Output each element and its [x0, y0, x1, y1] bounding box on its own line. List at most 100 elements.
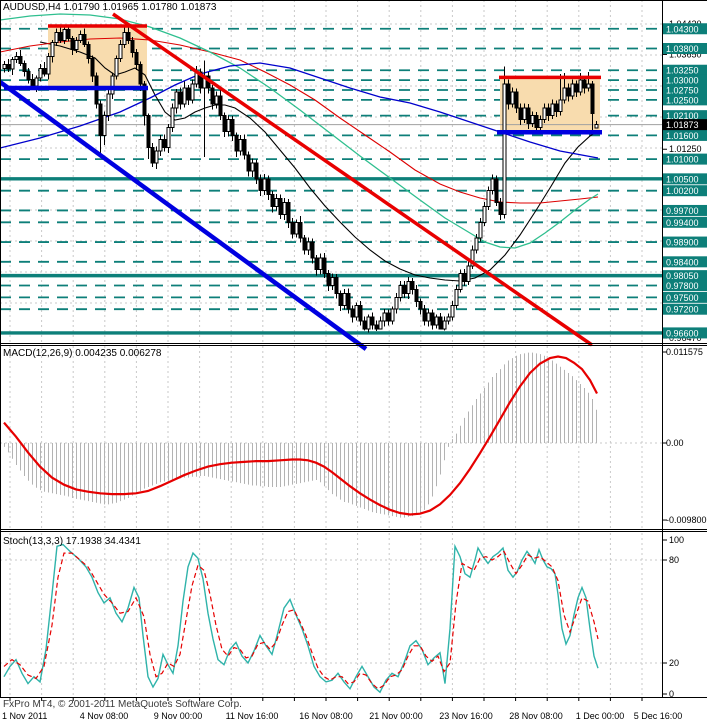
price-level-badge — [663, 64, 707, 76]
candle-bull — [486, 190, 491, 208]
price-level-badge-text: 0.98900 — [666, 238, 699, 248]
candle-bear — [494, 178, 499, 204]
candle-bull — [102, 115, 107, 136]
macd-tick-label: -0.009800 — [666, 515, 707, 525]
candle-bear — [430, 312, 435, 326]
candle-bear — [574, 83, 579, 93]
time-axis-label: 21 Nov 00:00 — [369, 711, 423, 721]
red-trendline — [112, 12, 593, 347]
candle-bull — [570, 83, 575, 97]
candle-bull — [10, 59, 15, 70]
candle-bear — [90, 57, 95, 77]
candle-bear — [270, 194, 275, 208]
price-level-badge-text: 1.01600 — [666, 131, 699, 141]
price-level-badge-text: 1.02100 — [666, 111, 699, 121]
candle-bear — [346, 292, 351, 310]
candle-bull — [122, 32, 127, 46]
time-axis-label: 4 Nov 08:00 — [80, 711, 129, 721]
candle-bull — [318, 257, 323, 271]
candle-bear — [18, 55, 23, 65]
candle-bull — [446, 316, 451, 322]
candle-bull — [158, 138, 163, 152]
candle-bull — [154, 150, 159, 164]
time-axis-label: 5 Dec 16:00 — [634, 711, 683, 721]
candle-bull — [250, 162, 255, 172]
candle-bear — [526, 107, 531, 125]
candle-bull — [110, 75, 115, 95]
price-level-badge — [663, 110, 707, 122]
chart-title-ohlc: AUDUSD,H4 1.01790 1.01965 1.01780 1.0187… — [3, 2, 217, 13]
candle-bull — [114, 57, 119, 77]
time-axis-label: 28 Nov 08:00 — [509, 711, 563, 721]
stoch-axis[interactable]: 100 80 20 0 — [663, 535, 684, 699]
candle-bull — [550, 103, 555, 117]
price-axis[interactable]: 1.044201.036501.012500.964701.043001.038… — [663, 19, 707, 343]
candle-bull — [106, 93, 111, 117]
candle-bear — [246, 154, 251, 172]
time-axis[interactable]: 1 Nov 2011 4 Nov 08:00 9 Nov 00:00 11 Nov 1… — [2, 698, 682, 721]
candle-bear — [438, 316, 443, 330]
price-level-badge — [663, 204, 707, 216]
candle-bull — [530, 115, 535, 125]
candle-bull — [542, 107, 547, 121]
candle-bear — [82, 34, 87, 46]
price-level-badge-text: 0.97500 — [666, 293, 699, 303]
candle-bear — [506, 83, 511, 105]
macd-tick-label: 0.011575 — [666, 347, 703, 357]
stoch-indicator-label: Stoch(13,3,3) 17.1938 34.4341 — [3, 536, 141, 547]
price-level-badge-text: 1.03250 — [666, 66, 699, 76]
candle-bear — [286, 202, 291, 223]
candle-bear — [98, 103, 103, 136]
price-level-badge-text: 1.00200 — [666, 186, 699, 196]
candle-bull — [46, 55, 51, 75]
candle-bear — [186, 87, 191, 101]
candle-bull — [378, 320, 383, 330]
candle-bull — [454, 288, 459, 306]
candle-bear — [178, 91, 183, 105]
macd-axis[interactable]: 0.011575 0.00 -0.009800 — [663, 347, 707, 525]
candle-bull — [214, 95, 219, 105]
time-axis-label: 23 Nov 16:00 — [439, 711, 493, 721]
candle-bull — [354, 304, 359, 318]
candle-bull — [478, 221, 483, 239]
price-tick-label: 1.01250 — [669, 144, 702, 154]
candle-bear — [146, 115, 151, 148]
candle-bear — [6, 63, 11, 70]
candle-bear — [258, 178, 263, 192]
price-level-badge-text: 0.97200 — [666, 305, 699, 315]
candle-bear — [498, 202, 503, 215]
price-level-badge-text: 1.02750 — [666, 85, 699, 95]
price-level-badge — [663, 216, 707, 228]
trend-objects — [0, 12, 602, 351]
stoch-k-line — [3, 543, 599, 694]
price-level-badge-text: 0.98050 — [666, 271, 699, 281]
candle-bull — [226, 119, 231, 132]
candle-bear — [130, 40, 135, 53]
platform-copyright: FxPro MT4, © 2001-2011 MetaQuotes Softwa… — [3, 699, 242, 710]
price-level-badge — [663, 236, 707, 248]
ma-slow-blue — [0, 62, 599, 159]
candle-bear — [418, 300, 423, 310]
time-axis-label: 9 Nov 00:00 — [154, 711, 203, 721]
candle-bull — [294, 221, 299, 235]
current-price-badge-text: 1.01873 — [666, 120, 699, 130]
price-level-badge — [663, 280, 707, 292]
price-level-badge — [663, 256, 707, 268]
candle-bear — [22, 63, 27, 72]
candle-bear — [362, 320, 367, 330]
price-level-badge — [663, 303, 707, 315]
stoch-tick-label: 80 — [669, 555, 679, 565]
candle-bull — [50, 42, 55, 57]
candle-bull — [406, 281, 411, 294]
price-level-badge-text: 0.98400 — [666, 257, 699, 267]
price-level-badge — [663, 270, 707, 282]
macd-tick-label: 0.00 — [666, 438, 684, 448]
candle-bull — [170, 107, 175, 129]
candle-bear — [554, 103, 559, 113]
price-level-badge — [663, 185, 707, 197]
candle-bull — [2, 63, 7, 69]
candle-bull — [14, 55, 19, 61]
candle-bull — [306, 241, 311, 251]
candle-bear — [134, 51, 139, 65]
